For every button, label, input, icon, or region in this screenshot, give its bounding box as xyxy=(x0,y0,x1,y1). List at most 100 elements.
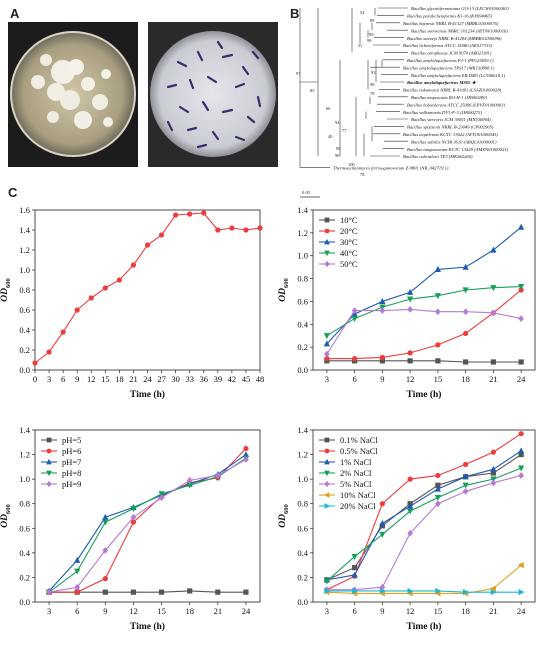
tree-taxon-label: Bacillus amyloliquefaciens MS05 ★ xyxy=(406,80,477,85)
y-tick-label: 1.4 xyxy=(19,225,30,235)
x-tick-label: 15 xyxy=(434,606,443,616)
tree-taxon-label: Bacillus amyloliquefaciens PJ-1 (PP12565… xyxy=(407,58,494,63)
series-line xyxy=(326,289,522,360)
series-20-nacl xyxy=(324,587,525,596)
data-point xyxy=(46,470,52,477)
data-point xyxy=(102,576,108,582)
y-tick-label: 0.4 xyxy=(297,548,308,558)
bootstrap-value: 96 xyxy=(335,153,340,158)
y-tick-label: 0.2 xyxy=(19,345,30,355)
bootstrap-value: 100 xyxy=(348,162,355,167)
bootstrap-value: 85 xyxy=(310,88,315,93)
data-point xyxy=(463,359,469,365)
chart-ph: 3 6 9 12 15 18 21 24 0.0 0.2 0.4 0.6 0.8 1.0 1.2 1.4 Tim… xyxy=(0,425,261,632)
x-tick-label: 9 xyxy=(380,374,384,384)
series-line xyxy=(48,459,247,593)
tree-scale-label: 0.05 xyxy=(302,190,311,195)
y-tick-label: 0.2 xyxy=(297,342,308,352)
y-tick-label: 0.4 xyxy=(297,319,308,329)
bootstrap-value: 89 xyxy=(370,18,375,23)
data-point xyxy=(490,285,497,292)
colony-photos xyxy=(8,22,278,167)
data-point xyxy=(518,223,525,230)
x-axis-label: Time (h) xyxy=(130,389,165,400)
data-point xyxy=(434,293,441,300)
data-point xyxy=(116,277,122,283)
data-point xyxy=(351,571,358,578)
data-point xyxy=(323,578,330,585)
data-point xyxy=(490,589,497,596)
data-point xyxy=(407,358,413,364)
data-point xyxy=(158,494,165,501)
panel-label-c: C xyxy=(8,185,18,200)
x-tick-label: 21 xyxy=(214,606,223,616)
data-point xyxy=(46,588,52,596)
y-tick-label: 1.2 xyxy=(19,245,30,255)
data-point xyxy=(518,465,525,472)
y-tick-label: 0.4 xyxy=(19,325,30,335)
y-tick-label: 0.8 xyxy=(297,274,308,284)
data-point xyxy=(130,519,137,525)
tree-taxon-label: Bacillus paralicheniformis KJ-16 (KY6944… xyxy=(407,14,493,19)
x-tick-label: 36 xyxy=(200,374,209,384)
data-point xyxy=(462,488,469,495)
legend-label: 10% NaCl xyxy=(340,490,376,500)
y-tick-label: 0.2 xyxy=(297,572,308,582)
y-tick-label: 0.6 xyxy=(297,296,308,306)
tree-taxon-label: Bacillus spizizenii NRRL B-23049 (CP0029… xyxy=(407,125,494,130)
data-point xyxy=(102,589,108,595)
data-point xyxy=(407,306,413,313)
legend-label: pH=6 xyxy=(62,446,81,456)
data-point xyxy=(351,553,358,560)
tree-taxon-label: Bacillus vallismortis DV1-F-3 (JH600273) xyxy=(403,110,482,115)
y-tick-label: 0.6 xyxy=(297,523,308,533)
x-tick-label: 12 xyxy=(406,374,415,384)
data-point xyxy=(351,315,358,322)
data-point xyxy=(173,212,179,218)
data-point xyxy=(46,448,52,454)
data-point xyxy=(324,228,330,234)
data-point xyxy=(324,448,330,454)
data-point xyxy=(379,531,386,538)
data-point xyxy=(243,445,249,452)
data-point xyxy=(518,283,525,290)
chart-temperature: 3 6 9 12 15 18 21 24 0.0 0.2 0.4 0.6 0.8 1.0 1.2 1.4 Tim… xyxy=(278,205,536,400)
y-tick-label: 0.8 xyxy=(19,285,30,295)
data-point xyxy=(462,473,469,480)
x-tick-label: 6 xyxy=(75,606,79,616)
series-line xyxy=(48,457,247,593)
data-point xyxy=(130,262,137,268)
x-tick-label: 3 xyxy=(325,374,329,384)
data-point xyxy=(323,333,330,340)
data-point xyxy=(517,562,524,569)
x-tick-label: 18 xyxy=(185,606,194,616)
series-40-c xyxy=(323,283,525,340)
x-tick-label: 3 xyxy=(47,374,51,384)
data-point xyxy=(46,349,52,355)
petri-dish-colonies xyxy=(10,31,136,157)
data-point xyxy=(518,315,524,322)
data-point xyxy=(102,513,109,520)
chart-nacl: 3 6 9 12 15 18 21 24 0.0 0.2 0.4 0.6 0.8 1.0 1.2 1.4 Tim… xyxy=(278,425,536,632)
data-point xyxy=(407,476,413,482)
legend-label: 2% NaCl xyxy=(340,468,372,478)
series-line xyxy=(326,286,522,337)
data-point xyxy=(518,287,524,293)
tree-taxon-label: Bacillus amyloliquefaciens TPS17 (MK1308… xyxy=(403,65,495,70)
y-tick-label: 1.0 xyxy=(297,251,308,261)
data-point xyxy=(490,246,497,253)
data-point xyxy=(324,503,331,509)
series-20-c xyxy=(324,287,524,362)
data-point xyxy=(324,470,330,477)
series-2-nacl xyxy=(323,465,525,585)
data-point xyxy=(215,589,221,595)
series-50-c xyxy=(324,306,524,358)
y-tick-label: 0.0 xyxy=(297,365,308,375)
data-point xyxy=(352,587,359,595)
data-point xyxy=(214,472,221,479)
y-axis-label: OD600 xyxy=(278,278,290,301)
data-point xyxy=(435,482,441,488)
tree-taxon-label: Bacillus amyloliquefaciens EB.DM3 (LC506… xyxy=(411,73,506,78)
series-line xyxy=(326,360,522,363)
data-point xyxy=(407,587,414,595)
